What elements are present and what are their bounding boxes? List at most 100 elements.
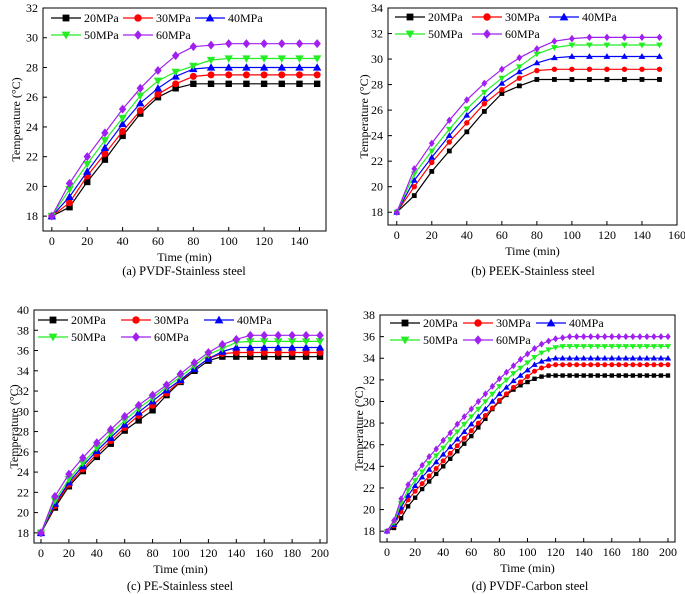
legend-marker-20MPa [49, 316, 57, 324]
data-point-40MPa [498, 79, 506, 86]
data-point-60MPa [531, 345, 538, 353]
data-point-60MPa [630, 333, 636, 341]
data-point-60MPa [533, 45, 540, 53]
data-point-40MPa [524, 366, 531, 373]
data-point-20MPa [278, 80, 285, 88]
data-point-20MPa [481, 108, 487, 114]
data-point-30MPa [440, 458, 446, 464]
data-point-50MPa [629, 344, 637, 350]
data-point-60MPa [609, 333, 615, 341]
data-point-30MPa [433, 465, 439, 471]
data-point-30MPa [510, 384, 516, 390]
data-point-30MPa [516, 75, 523, 81]
data-point-50MPa [615, 344, 623, 350]
data-point-50MPa [622, 344, 630, 350]
data-point-50MPa [224, 55, 233, 63]
data-point-30MPa [532, 368, 538, 374]
data-point-30MPa [260, 349, 268, 357]
legend-label: 50MPa [428, 27, 463, 41]
data-point-20MPa [567, 373, 572, 378]
data-point-40MPa [550, 54, 558, 61]
data-point-20MPa [172, 85, 179, 92]
legend-label: 50MPa [71, 330, 106, 344]
data-point-40MPa [428, 153, 436, 160]
x-tick-label: 160 [255, 546, 273, 560]
data-point-60MPa [569, 34, 575, 43]
legend-marker-40MPa [205, 13, 215, 22]
data-point-50MPa [411, 478, 419, 484]
data-point-40MPa [657, 355, 665, 361]
data-point-30MPa [560, 362, 566, 368]
x-tick-label: 40 [461, 228, 473, 242]
data-point-40MPa [622, 355, 630, 361]
x-tick-label: 20 [63, 546, 75, 560]
data-point-50MPa [206, 56, 216, 65]
data-point-60MPa [639, 33, 645, 42]
data-point-30MPa [639, 66, 645, 72]
data-point-40MPa [260, 343, 269, 351]
legend-label: 30MPa [154, 313, 189, 327]
data-point-50MPa [454, 429, 461, 435]
data-point-40MPa [287, 343, 297, 351]
data-point-60MPa [602, 333, 608, 341]
data-point-50MPa [118, 114, 127, 123]
y-tick-label: 22 [17, 485, 29, 499]
data-point-60MPa [461, 413, 467, 421]
y-tick-label: 18 [17, 526, 29, 540]
x-tick-label: 160 [668, 228, 685, 242]
legend: 20MPa 30MPa 40MPa 50MPa 60MPa [390, 316, 604, 347]
data-point-60MPa [516, 54, 523, 62]
y-axis-label: Temperature (°C) [7, 384, 21, 468]
data-point-40MPa [531, 361, 538, 367]
data-point-20MPa [553, 373, 558, 378]
data-point-20MPa [274, 353, 282, 360]
data-point-40MPa [277, 63, 286, 71]
data-point-20MPa [516, 83, 522, 89]
data-point-20MPa [644, 373, 650, 378]
data-point-60MPa [120, 411, 129, 421]
x-tick-label: 0 [394, 228, 400, 242]
series-line-30MPa [51, 74, 318, 217]
y-tick-label: 32 [26, 1, 38, 15]
data-point-30MPa [604, 66, 610, 72]
data-point-30MPa [665, 362, 671, 368]
data-point-50MPa [594, 344, 601, 350]
y-tick-label: 20 [363, 503, 375, 517]
data-point-40MPa [136, 98, 145, 107]
data-point-30MPa [621, 66, 628, 72]
data-point-60MPa [454, 420, 460, 428]
data-point-60MPa [51, 491, 59, 501]
data-point-30MPa [411, 184, 417, 190]
legend-label: 60MPa [496, 333, 531, 347]
data-point-20MPa [412, 495, 418, 500]
x-axis-label: Time (min) [157, 250, 212, 264]
data-point-30MPa [207, 71, 215, 79]
y-tick-label: 22 [363, 481, 375, 495]
legend-marker-60MPa [134, 30, 142, 40]
data-point-20MPa [261, 353, 268, 360]
data-point-50MPa [657, 344, 665, 350]
data-point-20MPa [622, 77, 627, 82]
legend-marker-50MPa [48, 333, 58, 342]
legend-marker-30MPa [132, 316, 140, 324]
series-line-50MPa [51, 57, 318, 217]
data-point-50MPa [468, 414, 475, 420]
data-point-40MPa [461, 428, 468, 434]
data-point-40MPa [636, 355, 644, 361]
data-point-60MPa [586, 33, 593, 42]
data-point-60MPa [37, 528, 45, 538]
data-point-60MPa [65, 178, 74, 188]
data-point-40MPa [65, 192, 74, 201]
data-point-60MPa [411, 165, 418, 173]
data-point-50MPa [573, 344, 580, 350]
data-point-60MPa [595, 333, 601, 341]
data-point-40MPa [533, 59, 541, 66]
data-point-20MPa [588, 373, 593, 378]
data-point-50MPa [601, 344, 608, 350]
data-point-20MPa [483, 416, 488, 421]
series-line-50MPa [396, 44, 660, 213]
y-axis-label: Temperature (°C) [9, 77, 23, 161]
data-point-60MPa [552, 335, 559, 343]
data-point-50MPa [538, 350, 545, 357]
legend-marker-50MPa [400, 336, 410, 345]
